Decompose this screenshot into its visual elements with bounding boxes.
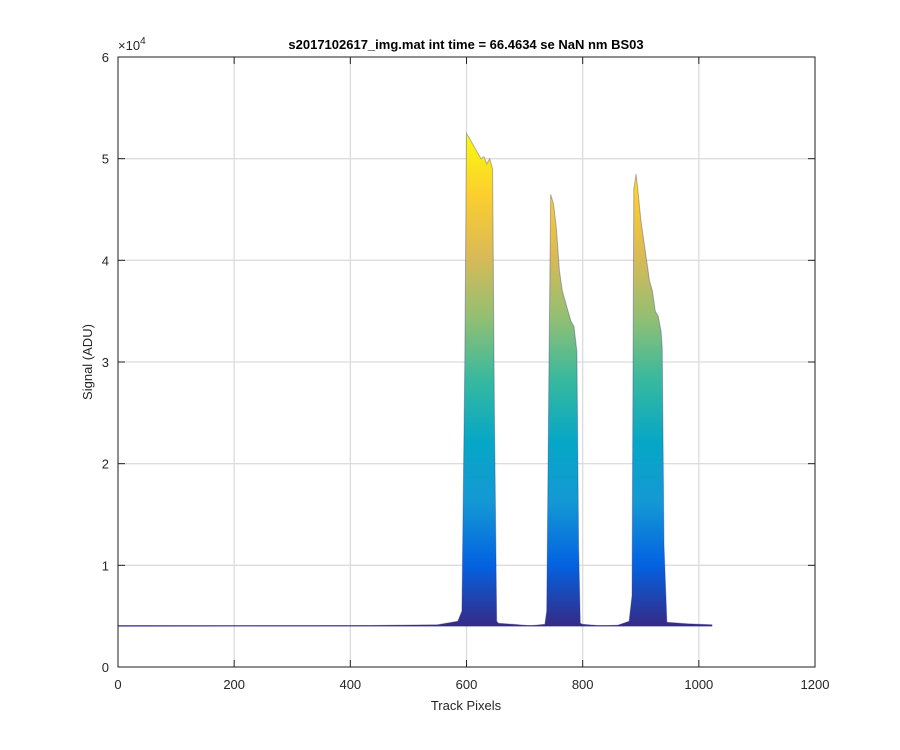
y-tick-label: 0: [102, 660, 109, 675]
x-tick-label: 600: [456, 677, 478, 692]
x-tick-label: 800: [572, 677, 594, 692]
x-tick-label: 400: [339, 677, 361, 692]
y-tick-label: 5: [102, 152, 109, 167]
x-tick-label: 200: [223, 677, 245, 692]
tick-marks: [117, 56, 816, 668]
chart-title: s2017102617_img.mat int time = 66.4634 s…: [288, 37, 643, 52]
x-tick-label: 1200: [801, 677, 830, 692]
x-tick-label: 0: [114, 677, 121, 692]
x-tick-label: 1000: [684, 677, 713, 692]
y-tick-label: 2: [102, 457, 109, 472]
signal-area: [118, 133, 713, 627]
signal-outline: [117, 131, 713, 627]
x-axis-label: Track Pixels: [431, 698, 502, 713]
data-layer: [117, 131, 713, 627]
y-exponent-power: 4: [140, 36, 146, 47]
y-axis-label: Signal (ADU): [80, 324, 95, 400]
y-tick-label: 4: [102, 253, 109, 268]
y-exponent-base: ×10: [118, 38, 140, 53]
y-tick-label: 1: [102, 558, 109, 573]
y-tick-labels: 0 1 2 3 4 5 6: [102, 50, 109, 675]
x-tick-labels: 0 200 400 600 800 1000 1200: [114, 677, 829, 692]
y-exponent-label: ×104: [118, 36, 146, 53]
y-tick-label: 6: [102, 50, 109, 65]
y-tick-label: 3: [102, 355, 109, 370]
